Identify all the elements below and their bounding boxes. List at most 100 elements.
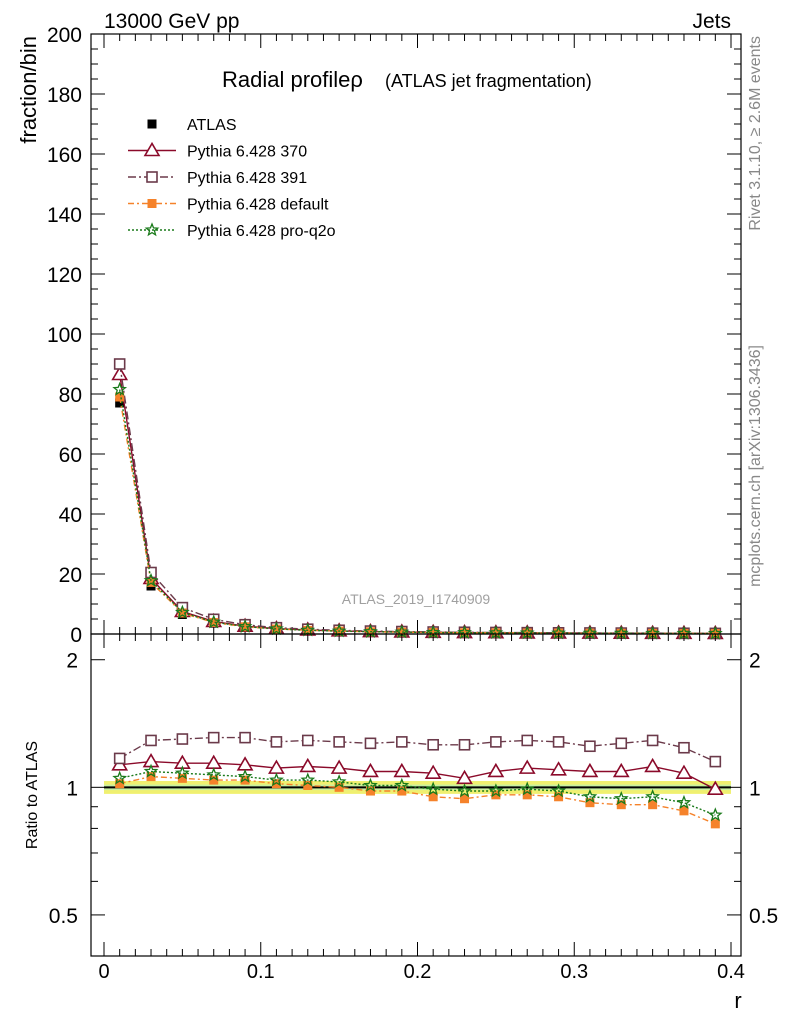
ratio-point-pdefault (710, 819, 720, 829)
ratio-y-axis-label: Ratio to ATLAS (24, 741, 41, 849)
ratio-point-p391 (678, 741, 690, 754)
main-y-tick-label: 40 (59, 504, 82, 527)
data-point-pdefault (240, 622, 250, 632)
ratio-point-pdefault (460, 794, 470, 804)
ratio-point-p370 (487, 762, 505, 778)
data-point-pdefault (209, 617, 219, 627)
ratio-point-p370 (424, 764, 442, 779)
ratio-point-pq2o (112, 770, 128, 785)
x-tick-label: 0.4 (717, 961, 745, 983)
data-point-atlas (115, 398, 125, 408)
series-line-pq2o (119, 389, 716, 635)
data-point-pdefault (177, 608, 187, 618)
legend-label-pdefault: Pythia 6.428 default (187, 197, 329, 214)
ratio-point-pdefault (428, 792, 438, 802)
legend-label-p391: Pythia 6.428 391 (187, 170, 307, 187)
ratio-point-p391 (270, 736, 283, 748)
legend-marker-p370 (143, 141, 161, 157)
ratio-y-tick-label-right: 1 (749, 777, 761, 800)
x-tick-label: 0.2 (404, 961, 432, 983)
data-point-pq2o (206, 614, 222, 629)
ratio-point-p370 (236, 756, 254, 771)
mcplots-text: mcplots.cern.ch [arXiv:1306.3436] (747, 345, 764, 587)
data-point-pq2o (237, 618, 253, 633)
ratio-point-pdefault (554, 792, 564, 802)
ratio-point-pdefault (177, 773, 187, 783)
legend-marker-pq2o (144, 222, 160, 237)
ratio-point-pdefault (616, 800, 626, 810)
ratio-line-p370 (119, 760, 716, 790)
ratio-point-pq2o (300, 772, 316, 787)
ratio-point-p391 (584, 740, 596, 753)
ratio-point-p370 (393, 762, 411, 778)
ratio-point-pq2o (613, 790, 629, 806)
ratio-point-pq2o (425, 781, 441, 796)
watermark-label: ATLAS_2019_I1740909 (342, 591, 491, 607)
main-panel: 0 20 40 60 80 100 120 140 160 180 200 (47, 24, 742, 647)
x-axis-label: r (734, 988, 741, 1013)
ratio-point-pdefault (365, 786, 375, 796)
ratio-point-pdefault (679, 806, 689, 816)
data-point-p391 (145, 566, 157, 579)
ratio-point-p391 (113, 752, 126, 765)
ratio-point-p391 (427, 738, 439, 751)
ratio-point-pdefault (648, 800, 658, 810)
main-y-tick-label: 120 (47, 264, 82, 287)
x-tick-label: 0.1 (247, 961, 275, 983)
ratio-point-pq2o (676, 794, 692, 809)
ratio-point-p370 (612, 762, 630, 778)
ratio-point-pdefault (115, 779, 125, 789)
x-tick-label: 0 (98, 961, 109, 983)
ratio-point-p391 (301, 734, 314, 747)
ratio-y-tick-label: 1 (66, 777, 78, 800)
main-y-tick-label: 200 (47, 24, 82, 47)
ratio-point-pq2o (269, 772, 284, 787)
ratio-point-pq2o (551, 783, 566, 798)
ratio-point-p391 (709, 755, 722, 768)
ratio-point-pq2o (237, 768, 253, 783)
ratio-point-pdefault (209, 775, 219, 785)
ratio-point-p391 (207, 731, 220, 744)
main-y-tick-label: 140 (47, 204, 82, 227)
main-y-tick-label: 20 (59, 564, 82, 587)
legend-marker-atlas (147, 119, 157, 129)
legend: ATLAS Pythia 6.428 370 Pythia 6.428 391 Pyt… (128, 117, 336, 240)
ratio-point-p370 (550, 761, 567, 776)
ratio-point-p370 (644, 757, 662, 773)
ratio-y-tick-label: 0.5 (49, 905, 78, 928)
x-tick-label: 0.3 (560, 961, 588, 983)
main-y-tick-label: 180 (47, 84, 82, 107)
data-point-pdefault (271, 624, 281, 634)
ratio-point-pdefault (303, 780, 313, 790)
ratio-point-pdefault (397, 786, 407, 796)
ratio-point-p370 (518, 759, 536, 774)
ratio-point-pdefault (491, 790, 501, 800)
ratio-point-p391 (239, 731, 251, 744)
legend-label-atlas: ATLAS (187, 117, 237, 134)
ratio-line-pq2o (119, 770, 716, 816)
ratio-point-pq2o (143, 763, 159, 778)
data-point-pq2o (269, 621, 284, 636)
data-point-pdefault (428, 628, 438, 637)
ratio-point-pdefault (240, 775, 250, 785)
data-point-pq2o (143, 572, 159, 587)
ratio-point-p391 (396, 736, 408, 748)
main-y-tick-label: 0 (70, 624, 82, 647)
main-y-tick-label: 60 (59, 444, 82, 467)
main-y-tick-label: 160 (47, 144, 82, 167)
data-point-pq2o (112, 381, 128, 396)
ratio-panel: 0 0.1 0.2 0.3 0.4 0.5 0.5 1 1 2 2 (49, 633, 778, 983)
ratio-point-pdefault (334, 782, 344, 792)
main-title: Radial profileρ (222, 67, 363, 92)
ratio-point-pq2o (394, 777, 410, 792)
ratio-point-p370 (581, 762, 599, 778)
ratio-y-tick-label: 2 (66, 650, 78, 673)
ratio-point-p370 (675, 764, 693, 779)
ratio-series-p370 (111, 753, 724, 795)
data-point-p391 (113, 358, 126, 370)
ratio-point-p391 (615, 737, 628, 750)
ratio-series-p391 (113, 731, 722, 768)
data-point-pq2o (300, 622, 316, 637)
ratio-point-p370 (706, 780, 724, 795)
